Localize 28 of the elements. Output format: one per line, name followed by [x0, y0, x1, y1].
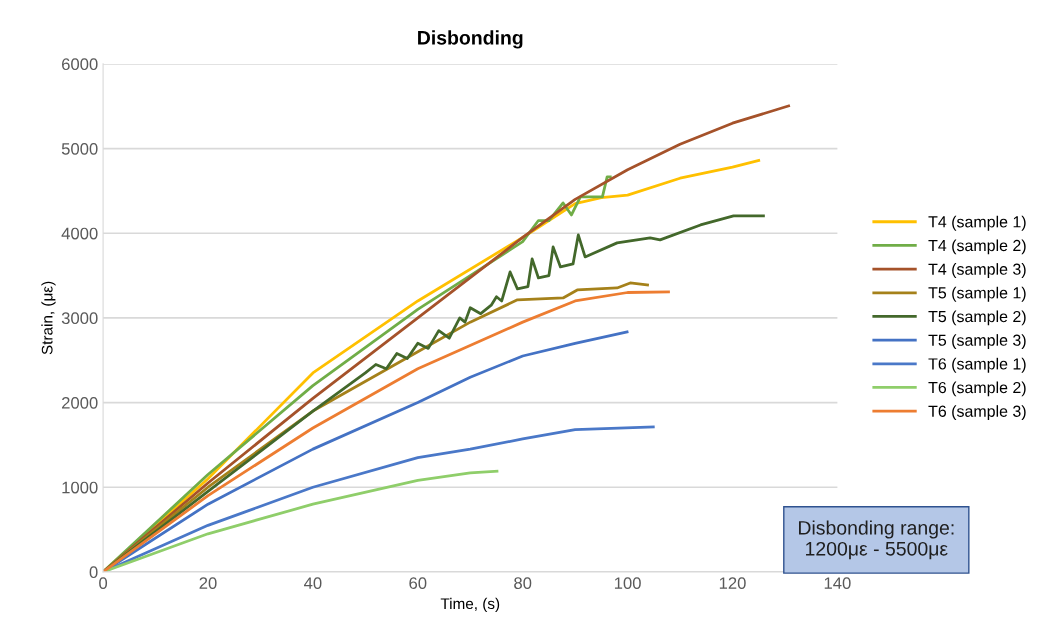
legend-label: T5 (sample 1): [928, 286, 1026, 302]
y-tick-label: 0: [89, 566, 98, 579]
legend-label: T4 (sample 3): [928, 263, 1026, 278]
x-tick-label: 40: [304, 577, 322, 590]
y-tick-label: 3000: [61, 312, 98, 325]
y-tick-label: 2000: [62, 396, 98, 409]
legend-label: T6 (sample 2): [928, 381, 1026, 397]
chart-title: Disbonding: [418, 30, 523, 49]
x-tick-label: 100: [614, 577, 641, 590]
legend-label: T6 (sample 1): [928, 357, 1026, 373]
y-tick-label: 1000: [62, 481, 98, 494]
x-tick-label: 80: [514, 577, 532, 590]
x-tick-label: 0: [99, 577, 108, 590]
x-tick-label: 20: [199, 577, 217, 590]
x-axis-title: Time, (s): [440, 597, 500, 613]
legend-label: T5 (sample 3): [928, 334, 1026, 350]
y-tick-label: 5000: [61, 142, 98, 155]
legend-label: T4 (sample 2): [928, 239, 1026, 255]
y-tick-label: 4000: [61, 227, 98, 240]
y-tick-label: 6000: [62, 58, 98, 71]
legend-label: T5 (sample 2): [928, 310, 1026, 326]
x-tick-label: 60: [409, 577, 427, 590]
x-tick-label: 120: [719, 577, 746, 590]
legend-label: T6 (sample 3): [928, 405, 1026, 421]
legend-label: T4 (sample 1): [928, 215, 1026, 231]
y-axis-title: Strain, (με): [41, 281, 56, 355]
annotation: Disbonding range: 1200με - 5500με: [799, 520, 954, 560]
x-tick-label: 140: [824, 577, 851, 590]
